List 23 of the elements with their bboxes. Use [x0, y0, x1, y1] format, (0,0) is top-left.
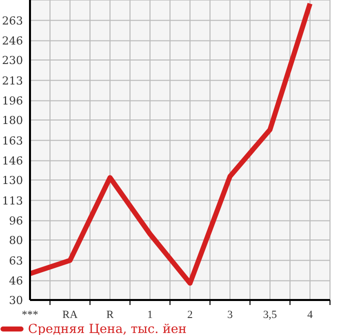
- y-tick-label: 230: [2, 54, 23, 67]
- x-tick-label: 2: [187, 309, 193, 321]
- y-tick-label: 96: [9, 214, 23, 228]
- y-tick-label: 263: [2, 14, 23, 28]
- y-tick-label: 113: [2, 194, 23, 208]
- y-tick-label: 30: [9, 294, 23, 307]
- x-tick-label: R: [106, 309, 114, 321]
- x-tick-label: RA: [62, 309, 78, 321]
- x-tick-label: ***: [22, 309, 38, 321]
- y-tick-label: 146: [2, 154, 23, 168]
- y-tick-label: 213: [2, 74, 23, 88]
- y-tick-label: 163: [2, 134, 23, 148]
- y-tick-label: 80: [9, 234, 23, 247]
- y-tick-label: 130: [2, 174, 23, 187]
- y-tick-label: 246: [2, 34, 23, 48]
- y-tick-label: 63: [9, 254, 23, 268]
- x-tick-label: 3: [227, 309, 234, 321]
- y-tick-label: 196: [2, 94, 23, 108]
- x-tick-label: 3,5: [263, 309, 278, 321]
- y-tick-label: 180: [2, 114, 23, 127]
- x-tick-label: 1: [147, 309, 153, 321]
- x-tick-label: 4: [307, 309, 314, 321]
- y-tick-label: 46: [9, 274, 23, 288]
